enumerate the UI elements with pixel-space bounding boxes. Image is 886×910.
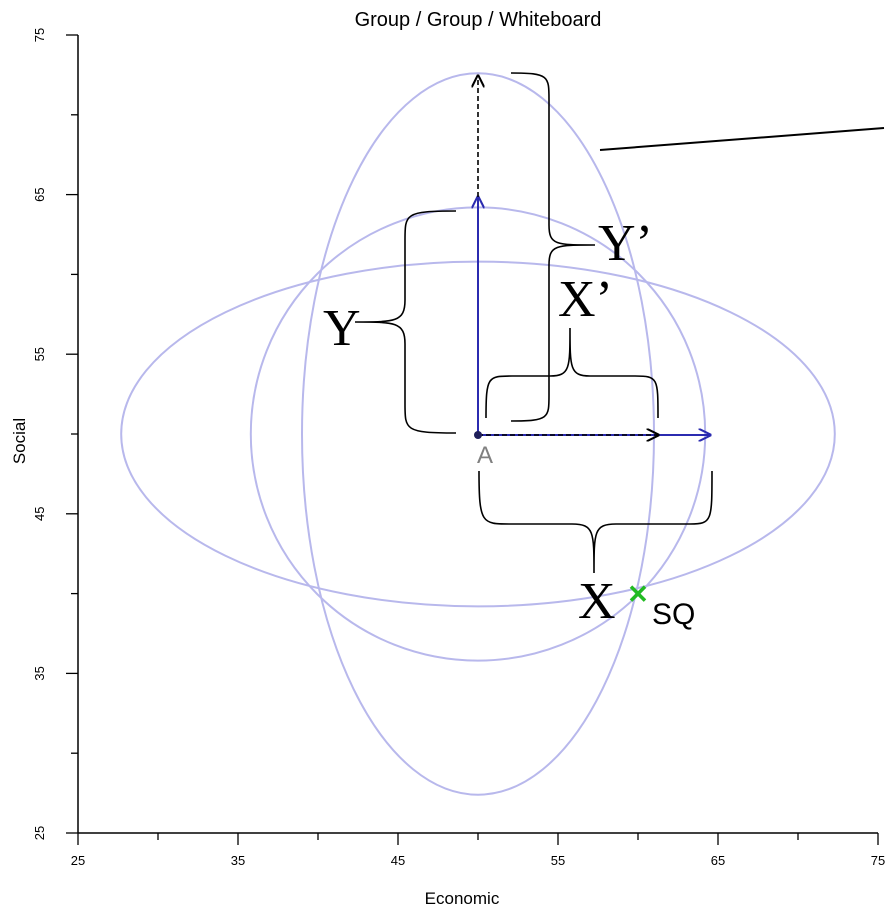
y-tick-label: 25: [32, 826, 47, 840]
status-quo-label: SQ: [652, 598, 695, 631]
x-brace: [478, 470, 713, 574]
x-tick-label: 75: [871, 853, 885, 868]
x-tick-label: 25: [71, 853, 85, 868]
x-prime-label: X’: [558, 271, 613, 328]
y-tick-label: 75: [32, 28, 47, 42]
y-axis-label: Social: [10, 418, 29, 464]
ideal-point-a: [474, 431, 482, 439]
y-tick-label: 55: [32, 347, 47, 361]
y-tick-label: 65: [32, 187, 47, 201]
x-prime-brace: [485, 327, 659, 419]
x-tick-label: 35: [231, 853, 245, 868]
status-quo-cross-stroke: [629, 585, 647, 602]
x-axis-label: Economic: [425, 889, 500, 908]
chart-title: Group / Group / Whiteboard: [355, 9, 602, 31]
ellipse-pointer-line: [599, 127, 885, 151]
y-tick-label: 45: [32, 507, 47, 521]
y-brace: [354, 210, 457, 434]
x-label: X: [578, 573, 616, 630]
axis-ticks: 25 35 45 55 65 75 25 35 45 55 65 75: [32, 28, 885, 868]
ideal-point-label: A: [477, 442, 493, 469]
y-prime-brace: [510, 72, 596, 422]
y-prime-label: Y’: [598, 215, 653, 272]
x-tick-label: 45: [391, 853, 405, 868]
x-tick-label: 65: [711, 853, 725, 868]
y-label: Y: [323, 300, 361, 357]
y-tick-label: 35: [32, 666, 47, 680]
status-quo-marker: [629, 585, 647, 602]
x-tick-label: 55: [551, 853, 565, 868]
